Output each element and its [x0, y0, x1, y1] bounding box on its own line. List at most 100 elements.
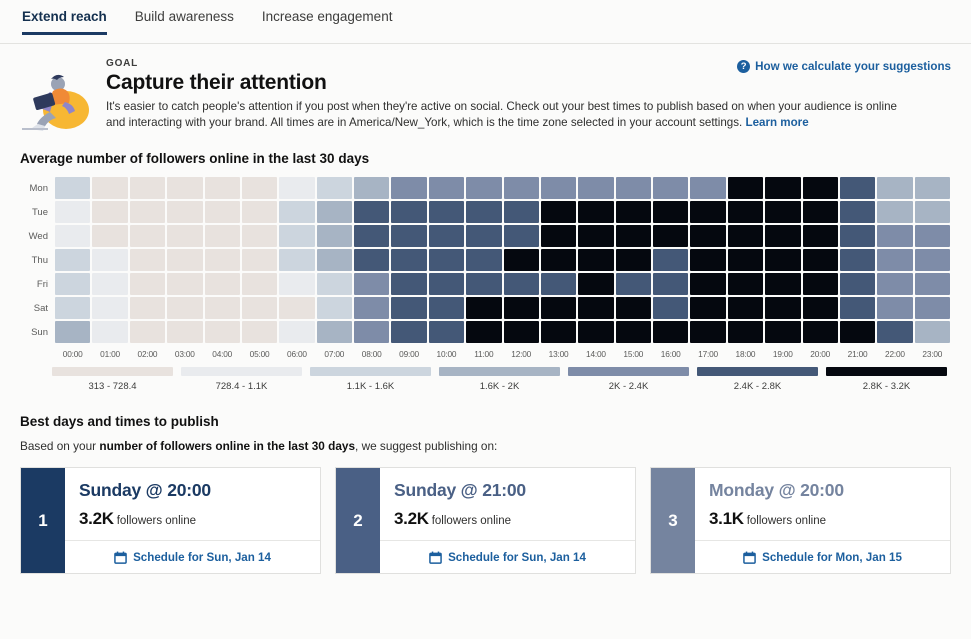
heatmap-cell[interactable]	[204, 273, 240, 295]
heatmap-cell[interactable]	[241, 297, 278, 319]
heatmap-cell[interactable]	[428, 177, 465, 199]
heatmap-cell[interactable]	[615, 177, 651, 199]
heatmap-cell[interactable]	[466, 249, 502, 271]
heatmap-cell[interactable]	[690, 177, 726, 199]
heatmap-cell[interactable]	[167, 225, 203, 247]
heatmap-cell[interactable]	[578, 177, 614, 199]
heatmap-cell[interactable]	[428, 297, 465, 319]
heatmap-cell[interactable]	[204, 297, 240, 319]
heatmap-cell[interactable]	[354, 177, 390, 199]
heatmap-cell[interactable]	[540, 321, 577, 343]
heatmap-cell[interactable]	[92, 249, 128, 271]
heatmap-cell[interactable]	[578, 273, 614, 295]
heatmap-cell[interactable]	[877, 273, 913, 295]
heatmap-cell[interactable]	[615, 321, 651, 343]
heatmap-cell[interactable]	[914, 273, 950, 295]
heatmap-cell[interactable]	[914, 297, 950, 319]
heatmap-cell[interactable]	[914, 201, 950, 223]
heatmap-cell[interactable]	[578, 321, 614, 343]
tab-build-awareness[interactable]: Build awareness	[134, 9, 234, 24]
heatmap-cell[interactable]	[802, 249, 838, 271]
heatmap-cell[interactable]	[241, 225, 278, 247]
heatmap-cell[interactable]	[653, 297, 689, 319]
heatmap-cell[interactable]	[129, 177, 166, 199]
heatmap-cell[interactable]	[839, 297, 876, 319]
heatmap-cell[interactable]	[765, 297, 801, 319]
heatmap-cell[interactable]	[839, 273, 876, 295]
heatmap-cell[interactable]	[914, 321, 950, 343]
heatmap-cell[interactable]	[279, 225, 315, 247]
suggestion-card[interactable]: 2 Sunday @ 21:00 3.2K followers online Sched…	[335, 467, 636, 574]
heatmap-cell[interactable]	[129, 321, 166, 343]
heatmap-cell[interactable]	[279, 249, 315, 271]
heatmap-cell[interactable]	[765, 225, 801, 247]
heatmap-cell[interactable]	[540, 225, 577, 247]
heatmap-cell[interactable]	[316, 273, 352, 295]
heatmap-cell[interactable]	[279, 177, 315, 199]
heatmap-cell[interactable]	[503, 321, 539, 343]
heatmap-cell[interactable]	[466, 321, 502, 343]
heatmap-cell[interactable]	[877, 297, 913, 319]
heatmap-cell[interactable]	[129, 201, 166, 223]
heatmap-cell[interactable]	[129, 297, 166, 319]
heatmap-cell[interactable]	[92, 177, 128, 199]
heatmap-cell[interactable]	[428, 321, 465, 343]
heatmap-cell[interactable]	[690, 321, 726, 343]
heatmap-cell[interactable]	[540, 177, 577, 199]
heatmap-cell[interactable]	[503, 297, 539, 319]
heatmap-cell[interactable]	[727, 321, 764, 343]
heatmap-cell[interactable]	[354, 225, 390, 247]
heatmap-cell[interactable]	[839, 177, 876, 199]
heatmap-cell[interactable]	[55, 201, 91, 223]
heatmap-cell[interactable]	[690, 273, 726, 295]
heatmap-cell[interactable]	[503, 225, 539, 247]
heatmap-cell[interactable]	[466, 177, 502, 199]
heatmap-cell[interactable]	[55, 297, 91, 319]
heatmap-cell[interactable]	[765, 273, 801, 295]
heatmap-cell[interactable]	[615, 249, 651, 271]
heatmap-cell[interactable]	[241, 273, 278, 295]
heatmap-cell[interactable]	[653, 273, 689, 295]
heatmap-cell[interactable]	[391, 201, 427, 223]
heatmap-cell[interactable]	[540, 297, 577, 319]
heatmap-cell[interactable]	[765, 321, 801, 343]
heatmap-cell[interactable]	[204, 321, 240, 343]
heatmap-cell[interactable]	[653, 201, 689, 223]
heatmap-cell[interactable]	[839, 201, 876, 223]
heatmap-cell[interactable]	[765, 201, 801, 223]
heatmap-cell[interactable]	[354, 297, 390, 319]
heatmap-cell[interactable]	[802, 225, 838, 247]
heatmap-cell[interactable]	[55, 321, 91, 343]
heatmap-cell[interactable]	[503, 249, 539, 271]
heatmap-cell[interactable]	[391, 225, 427, 247]
heatmap-cell[interactable]	[839, 249, 876, 271]
heatmap-cell[interactable]	[316, 297, 352, 319]
heatmap-cell[interactable]	[839, 225, 876, 247]
learn-more-link[interactable]: Learn more	[745, 115, 809, 129]
heatmap-cell[interactable]	[428, 201, 465, 223]
heatmap-cell[interactable]	[503, 201, 539, 223]
heatmap-cell[interactable]	[204, 249, 240, 271]
heatmap-cell[interactable]	[466, 225, 502, 247]
heatmap-cell[interactable]	[877, 321, 913, 343]
heatmap-cell[interactable]	[354, 273, 390, 295]
heatmap-cell[interactable]	[615, 297, 651, 319]
heatmap-cell[interactable]	[391, 249, 427, 271]
heatmap-cell[interactable]	[391, 273, 427, 295]
heatmap-cell[interactable]	[802, 297, 838, 319]
heatmap-cell[interactable]	[316, 201, 352, 223]
heatmap-cell[interactable]	[354, 321, 390, 343]
heatmap-cell[interactable]	[615, 273, 651, 295]
heatmap-cell[interactable]	[466, 201, 502, 223]
suggestion-card[interactable]: 1 Sunday @ 20:00 3.2K followers online Sched…	[20, 467, 321, 574]
how-we-calculate-link[interactable]: ? How we calculate your suggestions	[737, 60, 951, 73]
heatmap-cell[interactable]	[316, 177, 352, 199]
heatmap-cell[interactable]	[802, 201, 838, 223]
heatmap-cell[interactable]	[167, 321, 203, 343]
heatmap-cell[interactable]	[55, 273, 91, 295]
heatmap-cell[interactable]	[540, 249, 577, 271]
heatmap-cell[interactable]	[727, 273, 764, 295]
heatmap-cell[interactable]	[839, 321, 876, 343]
heatmap-cell[interactable]	[241, 201, 278, 223]
heatmap-cell[interactable]	[727, 225, 764, 247]
